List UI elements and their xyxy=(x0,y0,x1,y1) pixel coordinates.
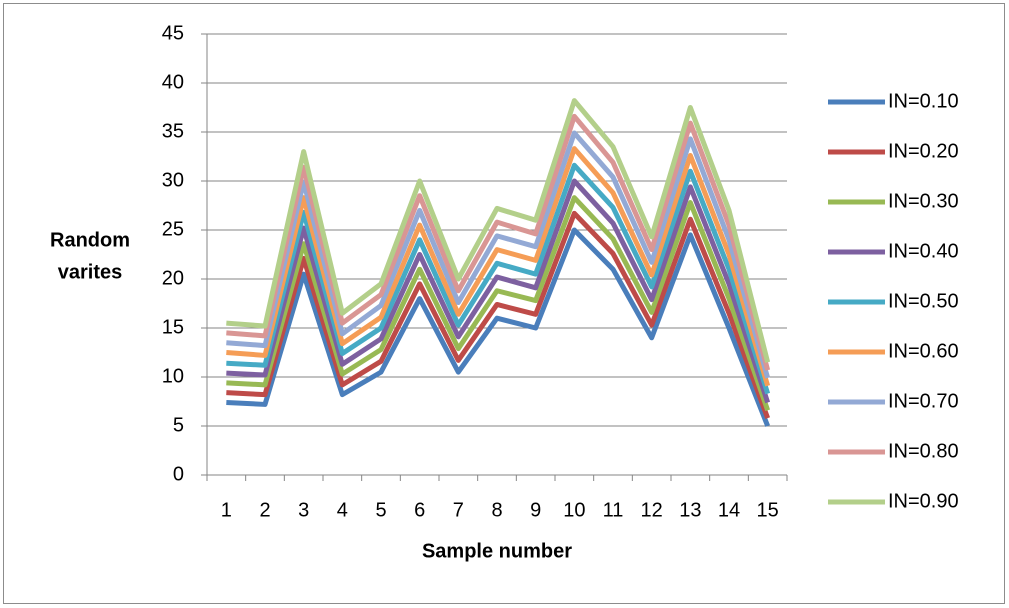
y-tick-label: 45 xyxy=(162,22,184,44)
x-tick-label: 11 xyxy=(603,499,624,521)
y-tick-label: 5 xyxy=(173,414,184,436)
x-tick-label: 6 xyxy=(414,499,425,521)
x-tick-label: 14 xyxy=(718,499,740,521)
y-tick-label: 15 xyxy=(162,316,184,338)
x-tick-label: 4 xyxy=(337,499,348,521)
data-line xyxy=(226,210,771,420)
x-tick-label: 2 xyxy=(259,499,270,521)
legend-label: IN=0.60 xyxy=(888,340,959,362)
legend-label: IN=0.70 xyxy=(888,390,959,412)
legend-label: IN=0.40 xyxy=(888,240,959,262)
x-tick-label: 12 xyxy=(641,499,663,521)
legend-label: IN=0.80 xyxy=(888,440,959,462)
x-tick-label: 15 xyxy=(757,499,779,521)
data-line xyxy=(226,162,771,395)
data-line xyxy=(226,227,770,427)
x-axis-label: Sample number xyxy=(422,540,572,562)
x-tick-label: 5 xyxy=(375,499,386,521)
data-line xyxy=(226,195,771,412)
y-tick-label: 0 xyxy=(173,463,184,485)
y-tick-label: 30 xyxy=(162,169,184,191)
legend-label: IN=0.50 xyxy=(888,290,959,312)
y-tick-label: 35 xyxy=(162,120,184,142)
legend-label: IN=0.10 xyxy=(888,90,959,112)
x-tick-label: 7 xyxy=(453,499,464,521)
y-axis-label: Random xyxy=(50,229,130,251)
y-axis-label: varites xyxy=(58,261,123,283)
legend-label: IN=0.30 xyxy=(888,190,959,212)
x-tick-label: 1 xyxy=(221,499,232,521)
y-tick-label: 20 xyxy=(162,267,184,289)
x-tick-label: 10 xyxy=(563,499,585,521)
data-line xyxy=(226,146,771,387)
x-tick-label: 9 xyxy=(530,499,541,521)
legend-label: IN=0.90 xyxy=(888,490,959,512)
legend-label: IN=0.20 xyxy=(888,140,959,162)
data-line xyxy=(226,98,771,363)
x-tick-label: 13 xyxy=(679,499,701,521)
y-tick-label: 25 xyxy=(162,218,184,240)
x-tick-label: 3 xyxy=(298,499,309,521)
y-tick-label: 10 xyxy=(162,365,184,387)
y-tick-label: 40 xyxy=(162,71,184,93)
data-line xyxy=(226,113,771,371)
x-tick-label: 8 xyxy=(491,499,502,521)
data-line xyxy=(226,178,771,404)
data-line xyxy=(226,130,771,379)
